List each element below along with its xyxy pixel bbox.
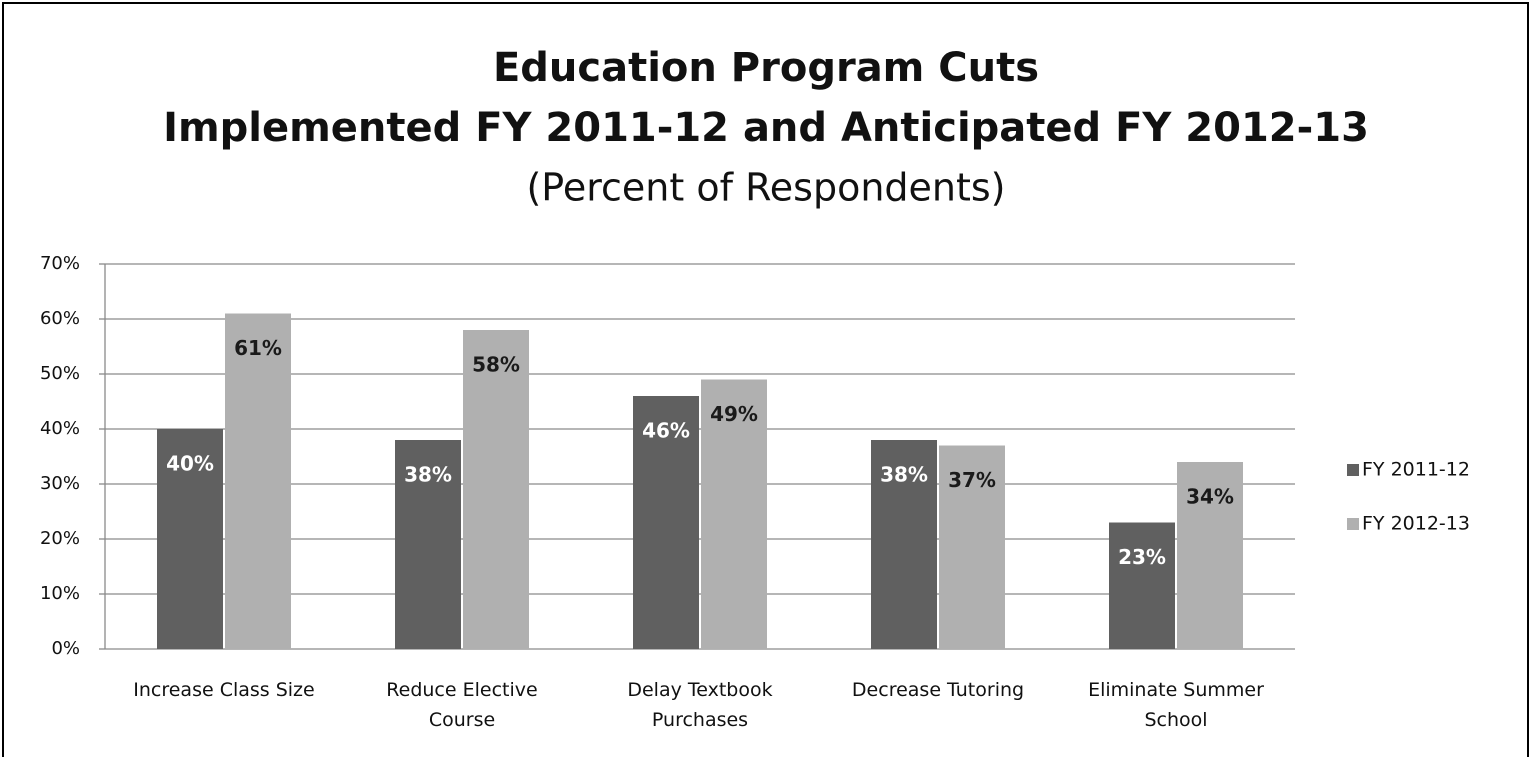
x-tick-label: Delay Textbook Purchases	[627, 679, 773, 731]
bar	[463, 330, 529, 649]
value-label: 34%	[1186, 485, 1234, 509]
legend-label: FY 2012-13	[1362, 513, 1470, 535]
bar	[1109, 522, 1175, 649]
value-label: 61%	[234, 336, 282, 360]
y-tick-label: 40%	[40, 418, 80, 439]
chart-title: Implemented FY 2011-12 and Anticipated F…	[163, 105, 1369, 151]
x-tick-label: Increase Class Size	[133, 679, 315, 701]
x-tick-label: Reduce Elective Course	[386, 679, 538, 731]
bar	[701, 379, 767, 649]
legend-label: FY 2011-12	[1362, 459, 1470, 481]
bar	[939, 445, 1005, 649]
y-tick-label: 30%	[40, 473, 80, 494]
value-label: 38%	[880, 463, 928, 487]
value-label: 23%	[1118, 545, 1166, 569]
bar	[871, 440, 937, 649]
bar	[1177, 462, 1243, 649]
y-tick-label: 20%	[40, 528, 80, 549]
y-tick-label: 10%	[40, 583, 80, 604]
legend-swatch	[1347, 464, 1359, 476]
y-tick-label: 0%	[51, 638, 80, 659]
bar	[225, 313, 291, 649]
bar	[395, 440, 461, 649]
chart-subtitle: (Percent of Respondents)	[526, 166, 1005, 210]
y-tick-label: 50%	[40, 363, 80, 384]
value-label: 37%	[948, 468, 996, 492]
x-tick-label: Eliminate Summer School	[1088, 679, 1264, 731]
y-tick-label: 70%	[40, 253, 80, 274]
value-label: 40%	[166, 452, 214, 476]
value-label: 38%	[404, 463, 452, 487]
x-tick-label: Decrease Tutoring	[851, 679, 1025, 701]
chart-title: Education Program Cuts	[493, 45, 1039, 91]
value-label: 58%	[472, 353, 520, 377]
y-tick-label: 60%	[40, 308, 80, 329]
bar	[157, 429, 223, 649]
value-label: 49%	[710, 402, 758, 426]
value-label: 46%	[642, 419, 690, 443]
bar	[633, 396, 699, 649]
legend-swatch	[1347, 518, 1359, 530]
